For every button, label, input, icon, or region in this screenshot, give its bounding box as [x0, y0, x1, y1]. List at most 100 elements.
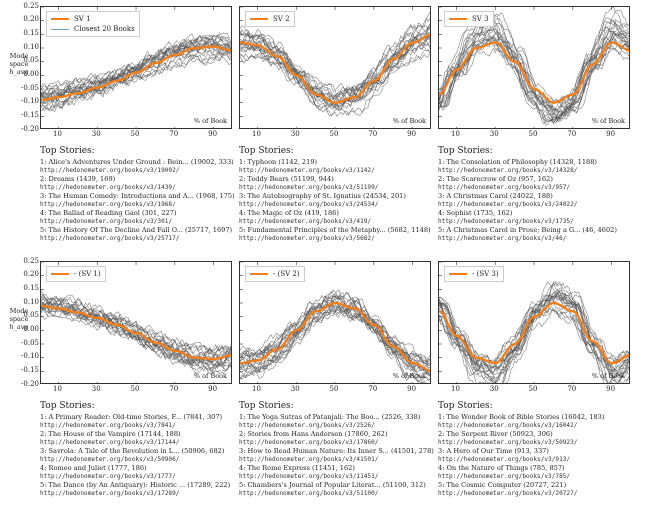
book-timeseries-line — [240, 11, 430, 110]
story-link[interactable]: http://hedonometer.org/books/v3/50906/ — [40, 455, 180, 463]
top-stories-heading: Top Stories: — [239, 146, 294, 156]
story-link[interactable]: http://hedonometer.org/books/v3/19002/ — [40, 166, 180, 174]
book-timeseries-line — [41, 32, 231, 105]
book-timeseries-line — [439, 31, 629, 114]
y-tick-label: 0.10 — [23, 42, 39, 51]
chart-plot — [41, 7, 231, 128]
story-title: 1: The Consolation of Philosophy (14328,… — [438, 158, 597, 166]
y-axis-label: Mode space h_avg — [9, 52, 29, 76]
x-tick-label: 50 — [329, 130, 339, 138]
x-tick-label: 90 — [606, 130, 616, 138]
legend-entry-mean: - (SV 1) — [51, 269, 101, 279]
x-tick-label: 30 — [290, 385, 300, 393]
x-axis-label: % of Book — [193, 372, 227, 380]
story-link[interactable]: http://hedonometer.org/books/v3/17289/ — [40, 489, 180, 497]
x-tick-label: 90 — [606, 385, 616, 393]
book-timeseries-line — [41, 304, 231, 375]
legend-entry-mean: SV 1 — [51, 14, 135, 24]
story-link[interactable]: http://hedonometer.org/books/v3/5682/ — [239, 234, 375, 242]
story-link[interactable]: http://hedonometer.org/books/v3/1777/ — [40, 472, 176, 480]
top-stories-heading: Top Stories: — [239, 401, 294, 411]
story-link[interactable]: http://hedonometer.org/books/v3/16042/ — [438, 421, 578, 429]
legend: SV 1 Closest 20 Books — [46, 11, 140, 37]
story-link[interactable]: http://hedonometer.org/books/v3/301/ — [40, 217, 173, 225]
x-tick-label: 30 — [91, 385, 101, 393]
chart-plot — [240, 7, 430, 128]
story-link[interactable]: http://hedonometer.org/books/v3/1142/ — [239, 166, 375, 174]
book-timeseries-line — [439, 291, 629, 383]
book-timeseries-line — [439, 282, 629, 383]
x-axis-ticks: 10 30 50 70 90 — [438, 385, 630, 395]
story-link[interactable]: http://hedonometer.org/books/v3/913/ — [438, 455, 571, 463]
x-tick-label: 10 — [251, 385, 261, 393]
x-axis-ticks: 10 30 50 70 90 — [239, 130, 431, 140]
story-link[interactable]: http://hedonometer.org/books/v3/51199/ — [239, 183, 379, 191]
x-tick-label: 10 — [52, 130, 62, 138]
story-title: 4: On the Nature of Things (785, 857) — [438, 464, 565, 472]
story-link[interactable]: http://hedonometer.org/books/v3/24022/ — [438, 200, 578, 208]
story-link[interactable]: http://hedonometer.org/books/v3/51100/ — [239, 489, 379, 497]
y-tick-label: 0.20 — [23, 15, 39, 24]
chart-plot — [439, 262, 629, 383]
y-tick-label: 0.15 — [23, 28, 39, 37]
story-link[interactable]: http://hedonometer.org/books/v3/24534/ — [239, 200, 379, 208]
book-timeseries-line — [41, 293, 231, 361]
legend-swatch — [51, 28, 69, 30]
y-tick-label: 0.00 — [23, 69, 39, 78]
legend-entry-books: Closest 20 Books — [51, 24, 135, 34]
story-title: 3: A Christmas Carol (24022, 188) — [438, 192, 553, 200]
story-link[interactable]: http://hedonometer.org/books/v3/17860/ — [239, 438, 379, 446]
x-tick-label: 70 — [567, 130, 577, 138]
story-link[interactable]: http://hedonometer.org/books/v3/1439/ — [40, 183, 176, 191]
story-title: 5: A Christmas Carol in Prose; Being a G… — [438, 226, 617, 234]
story-link[interactable]: http://hedonometer.org/books/v3/25717/ — [40, 234, 180, 242]
y-tick-label: 0.10 — [23, 297, 39, 306]
book-timeseries-line — [240, 309, 430, 364]
story-link[interactable]: http://hedonometer.org/books/v3/7841/ — [40, 421, 176, 429]
y-tick-label: -0.15 — [21, 365, 39, 374]
book-timeseries-line — [439, 285, 629, 383]
story-link[interactable]: http://hedonometer.org/books/v3/785/ — [438, 472, 571, 480]
top-stories-neg-sv3: Top Stories: 1: The Wonder Book of Bible… — [438, 400, 633, 498]
story-title: 2: The Scarecrow of Oz (957, 162) — [438, 175, 553, 183]
story-link[interactable]: http://hedonometer.org/books/v3/46/ — [438, 234, 567, 242]
legend-swatch — [449, 18, 467, 20]
story-title: 5: The Cosmic Computer (20727, 221) — [438, 481, 567, 489]
story-link[interactable]: http://hedonometer.org/books/v3/11451/ — [239, 472, 379, 480]
book-timeseries-line — [41, 303, 231, 355]
x-axis-ticks: 10 30 50 70 90 — [239, 385, 431, 395]
story-link[interactable]: http://hedonometer.org/books/v3/2526/ — [239, 421, 375, 429]
story-link[interactable]: http://hedonometer.org/books/v3/957/ — [438, 183, 571, 191]
x-tick-label: 70 — [368, 385, 378, 393]
story-link[interactable]: http://hedonometer.org/books/v3/50923/ — [438, 438, 578, 446]
x-tick-label: 30 — [91, 130, 101, 138]
book-timeseries-line — [439, 22, 629, 123]
x-tick-label: 10 — [450, 130, 460, 138]
story-link[interactable]: http://hedonometer.org/books/v3/17144/ — [40, 438, 180, 446]
story-title: 3: The Autobiography of St. Ignatius (24… — [239, 192, 406, 200]
story-link[interactable]: http://hedonometer.org/books/v3/41501/ — [239, 455, 379, 463]
story-title: 5: The Dance (by An Antiquary): Historic… — [40, 481, 231, 489]
story-title: 5: Chambers's Journal of Popular Literat… — [239, 481, 426, 489]
book-timeseries-line — [439, 292, 629, 381]
legend: SV 2 — [245, 11, 295, 27]
book-timeseries-line — [439, 281, 629, 383]
story-title: 3: A Hero of Our Time (913, 337) — [438, 447, 549, 455]
story-link[interactable]: http://hedonometer.org/books/v3/14328/ — [438, 166, 578, 174]
story-link[interactable]: http://hedonometer.org/books/v3/419/ — [239, 217, 372, 225]
story-title: 2: Stories from Hans Andersen (17860, 26… — [239, 430, 388, 438]
book-timeseries-line — [240, 40, 430, 109]
y-axis-row-1: Mode space h_avg 0.25 0.20 0.15 0.10 0.05 0.0… — [0, 2, 40, 132]
y-tick-label: 0.20 — [23, 270, 39, 279]
story-link[interactable]: http://hedonometer.org/books/v3/1735/ — [438, 217, 574, 225]
story-link[interactable]: http://hedonometer.org/books/v3/20727/ — [438, 489, 578, 497]
legend-entry-mean: SV 3 — [449, 14, 489, 24]
book-timeseries-line — [41, 36, 231, 97]
book-timeseries-line — [240, 32, 430, 97]
book-timeseries-line — [240, 24, 430, 105]
top-stories-sv1: Top Stories: 1: Alice's Adventures Under… — [40, 145, 235, 243]
chart-plot — [41, 262, 231, 383]
story-link[interactable]: http://hedonometer.org/books/v3/1968/ — [40, 200, 176, 208]
legend-entry-mean: - (SV 2) — [250, 269, 300, 279]
story-title: 1: Alice's Adventures Under Ground : Bei… — [40, 158, 234, 166]
